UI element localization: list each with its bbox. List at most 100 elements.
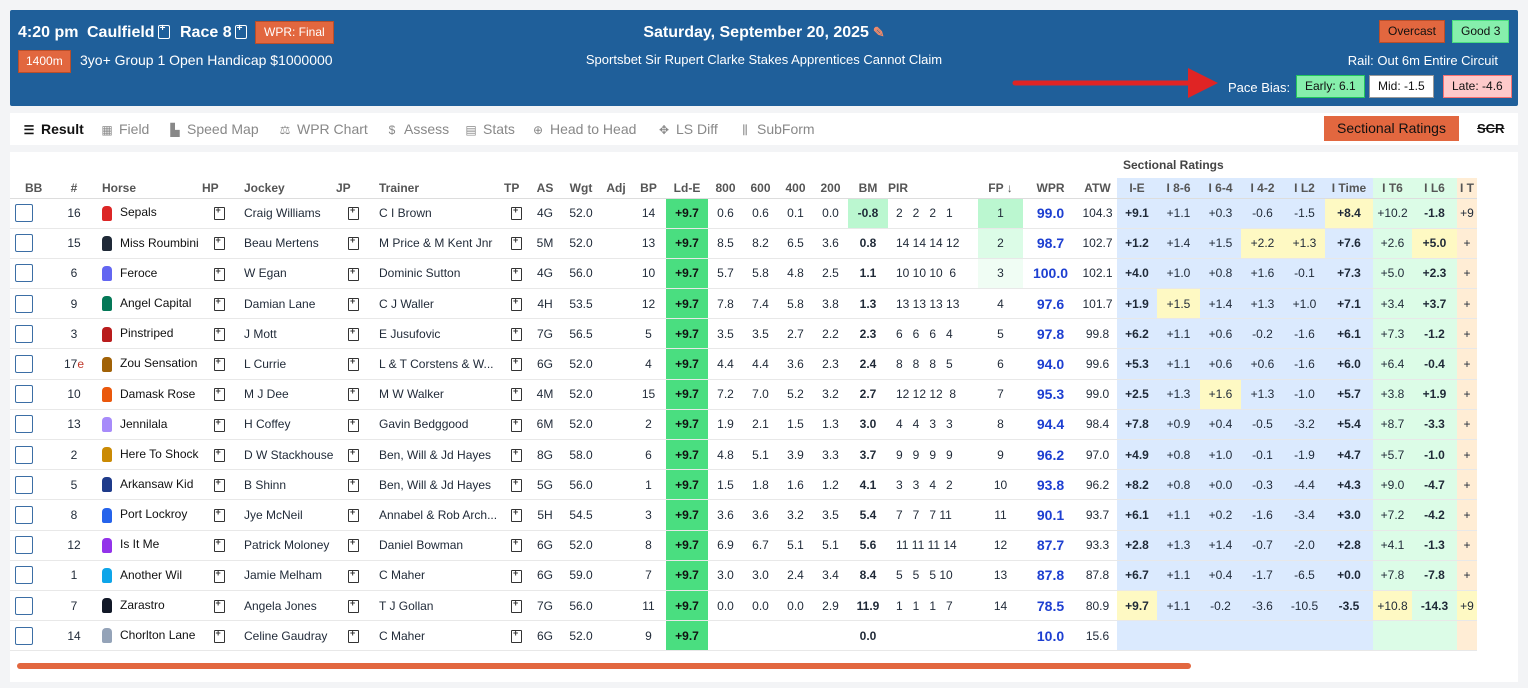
blackbook-checkbox[interactable] bbox=[15, 536, 33, 555]
horse-profile-icon[interactable] bbox=[213, 537, 225, 553]
trainer-profile-icon[interactable] bbox=[511, 568, 522, 583]
blackbook-checkbox[interactable] bbox=[15, 415, 33, 434]
column-header[interactable]: I L2 bbox=[1284, 178, 1325, 199]
jockey-profile-icon[interactable] bbox=[348, 447, 359, 462]
horse-name[interactable]: Miss Roumbini bbox=[120, 235, 199, 250]
jockey-name[interactable]: Damian Lane bbox=[236, 288, 336, 320]
horse-profile-icon[interactable] bbox=[213, 628, 225, 643]
column-header[interactable]: BB bbox=[10, 178, 54, 199]
jockey-name[interactable]: J Mott bbox=[236, 318, 336, 350]
jockey-name[interactable]: Patrick Moloney bbox=[236, 530, 336, 561]
jockey-profile-icon[interactable] bbox=[348, 598, 359, 613]
horse-profile-icon[interactable] bbox=[213, 598, 225, 613]
trainer-profile-icon[interactable] bbox=[511, 356, 522, 372]
trainer-profile-icon[interactable] bbox=[511, 507, 522, 523]
horse-name[interactable]: Arkansaw Kid bbox=[120, 477, 194, 492]
column-header[interactable]: AS bbox=[529, 178, 561, 199]
trainer-name[interactable]: Daniel Bowman bbox=[371, 530, 504, 561]
jockey-profile-icon[interactable] bbox=[348, 417, 359, 432]
trainer-profile-icon[interactable] bbox=[511, 386, 522, 402]
sectional-ratings-button[interactable]: Sectional Ratings bbox=[1324, 116, 1459, 141]
jockey-profile-icon[interactable] bbox=[348, 326, 359, 341]
jockey-profile-icon[interactable] bbox=[348, 356, 359, 372]
trainer-name[interactable]: Annabel & Rob Arch... bbox=[371, 499, 504, 531]
horse-profile-icon[interactable] bbox=[213, 477, 225, 492]
trainer-profile-icon[interactable] bbox=[511, 266, 522, 281]
tab-assess[interactable]: $ Assess bbox=[385, 121, 449, 137]
jockey-profile-icon[interactable] bbox=[348, 477, 359, 492]
trainer-name[interactable]: M W Walker bbox=[371, 379, 504, 410]
jockey-name[interactable]: Jamie Melham bbox=[236, 560, 336, 591]
trainer-name[interactable]: C J Waller bbox=[371, 288, 504, 320]
jockey-profile-icon[interactable] bbox=[348, 386, 359, 402]
blackbook-checkbox[interactable] bbox=[15, 626, 33, 645]
column-header[interactable]: Jockey bbox=[236, 178, 336, 199]
column-header[interactable]: Horse bbox=[94, 178, 202, 199]
trainer-name[interactable]: M Price & M Kent Jnr bbox=[371, 228, 504, 259]
blackbook-checkbox[interactable] bbox=[15, 385, 33, 404]
trainer-name[interactable]: T J Gollan bbox=[371, 590, 504, 622]
horse-name[interactable]: Another Wil bbox=[120, 567, 183, 582]
horse-profile-icon[interactable] bbox=[213, 356, 225, 372]
jockey-name[interactable]: Beau Mertens bbox=[236, 228, 336, 259]
course-doc-icon[interactable] bbox=[157, 23, 170, 39]
blackbook-checkbox[interactable] bbox=[15, 204, 33, 223]
column-header[interactable]: I 6-4 bbox=[1200, 178, 1241, 199]
jockey-name[interactable]: Jye McNeil bbox=[236, 499, 336, 531]
jockey-profile-icon[interactable] bbox=[348, 205, 359, 221]
blackbook-checkbox[interactable] bbox=[15, 324, 33, 343]
trainer-profile-icon[interactable] bbox=[511, 477, 522, 492]
trainer-profile-icon[interactable] bbox=[511, 447, 522, 462]
jockey-profile-icon[interactable] bbox=[348, 507, 359, 523]
jockey-name[interactable]: Angela Jones bbox=[236, 590, 336, 622]
trainer-profile-icon[interactable] bbox=[511, 235, 522, 251]
blackbook-checkbox[interactable] bbox=[15, 355, 33, 374]
jockey-profile-icon[interactable] bbox=[348, 296, 359, 311]
jockey-profile-icon[interactable] bbox=[348, 568, 359, 583]
jockey-profile-icon[interactable] bbox=[348, 537, 359, 553]
blackbook-checkbox[interactable] bbox=[15, 294, 33, 313]
horse-name[interactable]: Damask Rose bbox=[120, 386, 196, 401]
column-header[interactable]: I 4-2 bbox=[1241, 178, 1284, 199]
tab-head-to-head[interactable]: ⊕ Head to Head bbox=[532, 121, 637, 137]
blackbook-checkbox[interactable] bbox=[15, 505, 33, 524]
jockey-profile-icon[interactable] bbox=[348, 235, 359, 251]
horse-profile-icon[interactable] bbox=[213, 507, 225, 523]
trainer-name[interactable]: L & T Corstens & W... bbox=[371, 348, 504, 380]
column-header[interactable]: Ld-E bbox=[666, 178, 708, 199]
tab-wpr-chart[interactable]: ⚖ WPR Chart bbox=[279, 121, 368, 137]
trainer-profile-icon[interactable] bbox=[511, 598, 522, 613]
trainer-name[interactable]: C Maher bbox=[371, 560, 504, 591]
trainer-profile-icon[interactable] bbox=[511, 537, 522, 553]
column-header[interactable]: I-E bbox=[1117, 178, 1157, 199]
column-header[interactable]: WPR bbox=[1023, 178, 1078, 199]
trainer-profile-icon[interactable] bbox=[511, 628, 522, 643]
blackbook-checkbox[interactable] bbox=[15, 264, 33, 283]
jockey-name[interactable]: L Currie bbox=[236, 348, 336, 380]
jockey-profile-icon[interactable] bbox=[348, 266, 359, 281]
scr-toggle[interactable]: SCR bbox=[1477, 121, 1505, 136]
blackbook-checkbox[interactable] bbox=[15, 596, 33, 615]
jockey-name[interactable]: Celine Gaudray bbox=[236, 620, 336, 652]
column-header[interactable]: 600 bbox=[743, 178, 778, 199]
trainer-name[interactable]: Gavin Bedggood bbox=[371, 409, 504, 441]
jockey-name[interactable]: Craig Williams bbox=[236, 198, 336, 229]
column-header[interactable]: TP bbox=[504, 178, 529, 199]
column-header[interactable]: I T bbox=[1457, 178, 1477, 199]
tab-field[interactable]: ▦ Field bbox=[101, 121, 150, 137]
trainer-name[interactable]: C I Brown bbox=[371, 198, 504, 229]
trainer-name[interactable]: Dominic Sutton bbox=[371, 258, 504, 290]
horse-profile-icon[interactable] bbox=[213, 326, 225, 341]
column-header[interactable]: Trainer bbox=[371, 178, 504, 199]
column-header[interactable]: BP bbox=[631, 178, 666, 199]
trainer-name[interactable]: C Maher bbox=[371, 620, 504, 652]
blackbook-checkbox[interactable] bbox=[15, 234, 33, 253]
horse-profile-icon[interactable] bbox=[213, 235, 225, 251]
blackbook-checkbox[interactable] bbox=[15, 475, 33, 494]
trainer-profile-icon[interactable] bbox=[511, 296, 522, 311]
tab-subform[interactable]: ⫼ SubForm bbox=[738, 121, 814, 138]
horse-name[interactable]: Port Lockroy bbox=[120, 507, 188, 522]
column-header[interactable]: HP bbox=[202, 178, 236, 199]
tab-speed-map[interactable]: ▙ Speed Map bbox=[168, 121, 258, 137]
edit-icon[interactable]: ✎ bbox=[872, 24, 885, 40]
